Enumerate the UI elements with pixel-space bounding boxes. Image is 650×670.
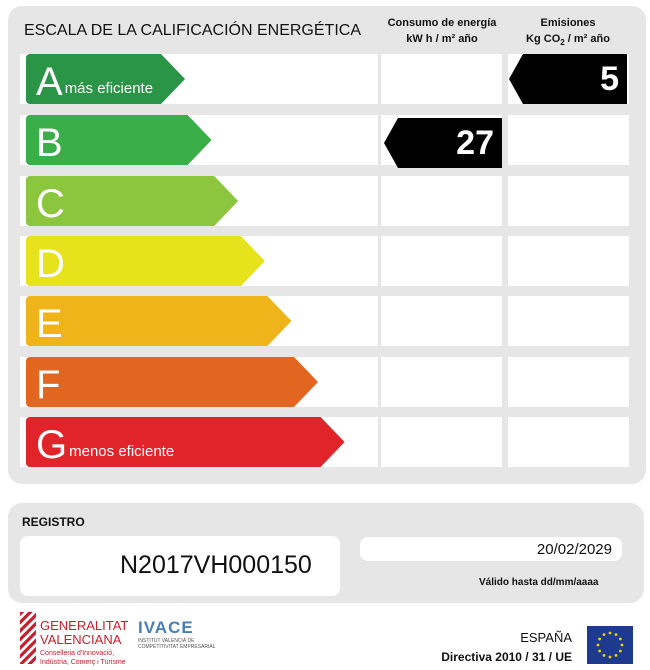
grade-sublabel: menos eficiente [69, 443, 175, 460]
grade-letter: C [36, 182, 65, 226]
consumo-cell [381, 176, 502, 226]
emisiones-unit: Kg CO2 / m² año [526, 33, 610, 48]
consumo-cell [381, 296, 502, 346]
directive-label: Directiva 2010 / 31 / UE [441, 650, 572, 664]
eu-flag-icon [587, 626, 633, 664]
generalitat-logo: GENERALITAT VALENCIANA Conselleria d'Inno… [18, 612, 128, 668]
grade-arrow-f: F [26, 357, 318, 407]
consumo-badge: 27 [384, 118, 502, 168]
emisiones-header: Emisiones Kg CO2 / m² año [506, 15, 630, 51]
grade-letter: B [36, 121, 63, 165]
consumo-cell [381, 236, 502, 286]
emisiones-cell [508, 357, 629, 407]
consumo-header: Consumo de energía kW h / m² año [380, 15, 504, 47]
consumo-cell [381, 417, 502, 467]
consumo-label: Consumo de energía [387, 17, 497, 29]
country-label: ESPAÑA [520, 630, 572, 645]
registro-number-box [20, 536, 340, 596]
consumo-cell [381, 54, 502, 104]
grade-letter: F [36, 363, 61, 407]
emisiones-cell [508, 176, 629, 226]
grade-sublabel: más eficiente [64, 80, 154, 97]
consumo-cell [381, 357, 502, 407]
emisiones-label: Emisiones [540, 17, 596, 29]
grade-letter: A [36, 60, 63, 104]
emisiones-cell [508, 236, 629, 286]
grade-arrow-a: A más eficiente [26, 54, 185, 104]
grade-arrow-b: B [26, 115, 212, 165]
registro-number: N2017VH000150 [120, 551, 312, 579]
grade-arrow-d: D [26, 236, 265, 286]
emisiones-cell [508, 115, 629, 165]
grade-arrow-g: G menos eficiente [26, 417, 345, 467]
grade-letter: E [36, 302, 63, 346]
date-box [360, 537, 622, 561]
grade-arrow-e: E [26, 296, 291, 346]
grade-letter: G [36, 423, 68, 467]
valid-date: 20/02/2029 [536, 541, 612, 558]
emisiones-badge: 5 [509, 54, 627, 104]
emisiones-cell [508, 417, 629, 467]
scale-title: ESCALA DE LA CALIFICACIÓN ENERGÉTICA [24, 22, 361, 39]
registro-label: REGISTRO [22, 515, 85, 529]
ivace-logo: IVACE INSTITUT VALENCIÀ DE COMPETITIVITAT… [138, 618, 216, 650]
grade-letter: D [36, 242, 65, 286]
valid-label: Válido hasta dd/mm/aaaa [479, 577, 599, 588]
emisiones-cell [508, 296, 629, 346]
consumo-unit: kW h / m² año [406, 33, 478, 45]
grade-arrow-c: C [26, 176, 238, 226]
